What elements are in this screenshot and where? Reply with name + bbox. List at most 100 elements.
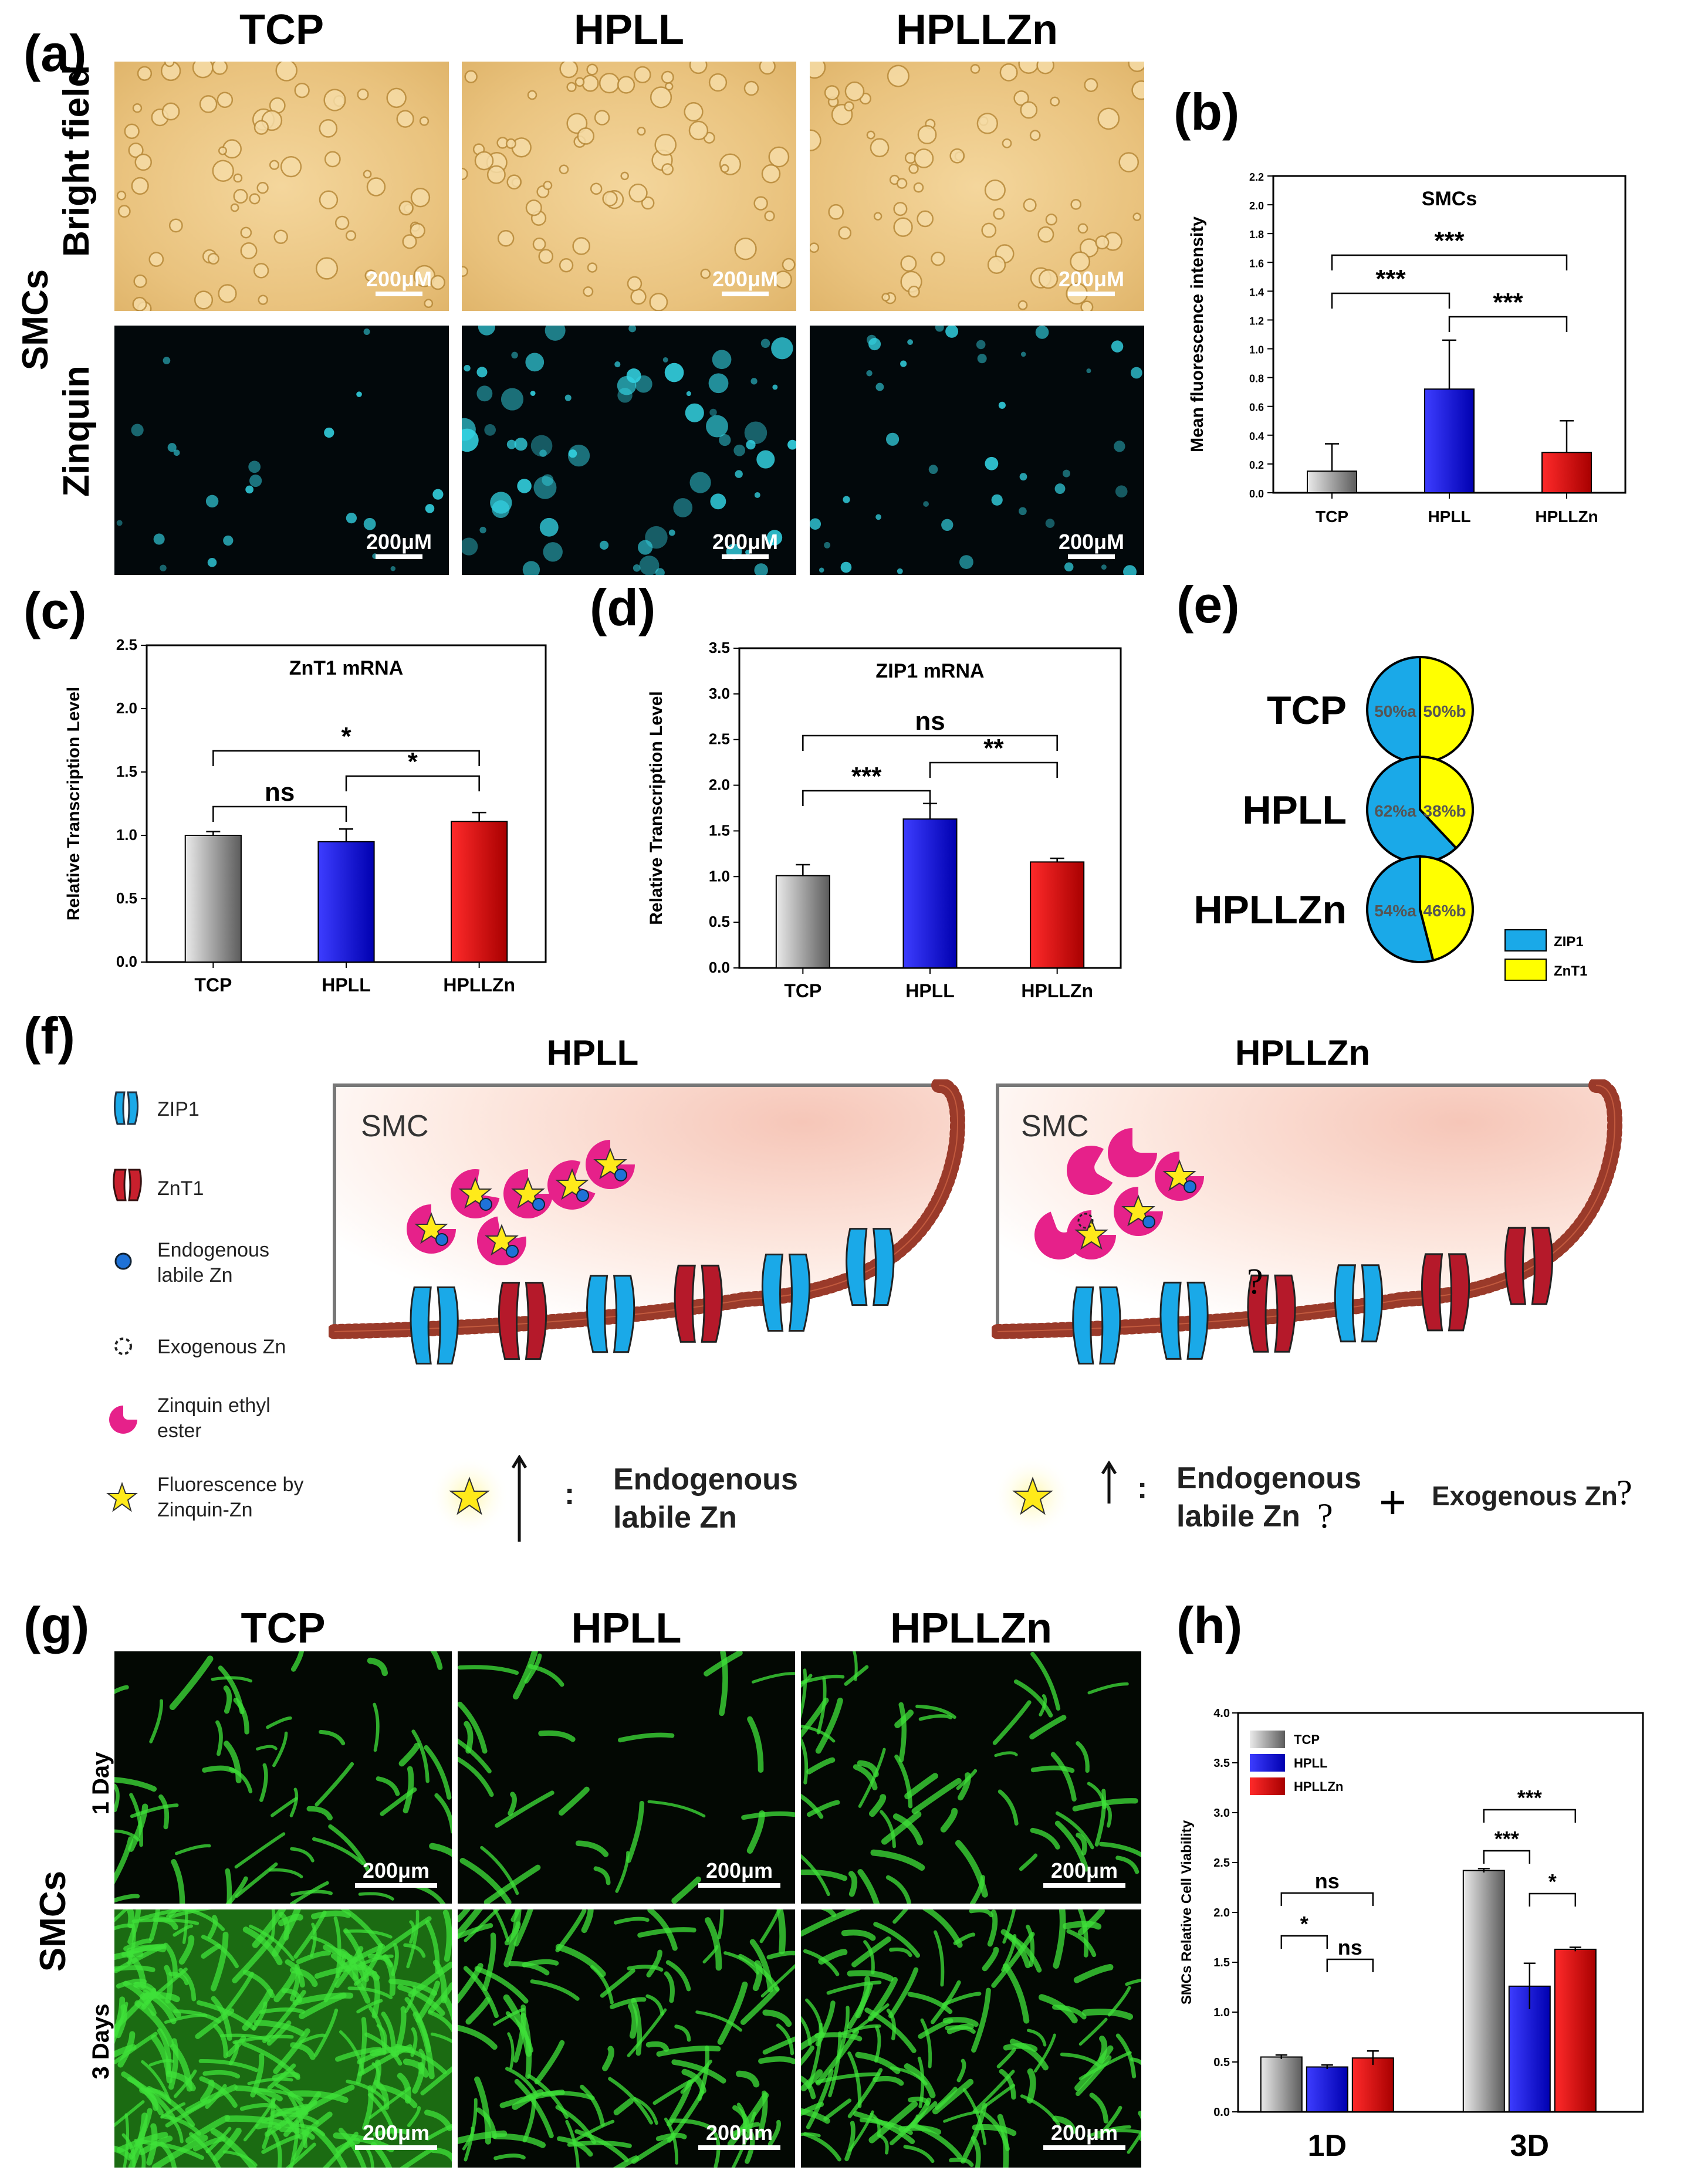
- up-arrow-icon: [1101, 1461, 1117, 1504]
- cell-wall: [996, 1083, 1596, 1332]
- cell-label-hpllzn: SMC: [1021, 1109, 1089, 1143]
- zip1-transporter: [410, 1286, 459, 1365]
- chart-d: 0.0 0.5 1.0 1.5 2.0 2.5 3.0 3.5 ZIP1 mRNA Relativ…: [647, 639, 1122, 1001]
- pie-label: 38%b: [1423, 802, 1466, 820]
- zip1-transporter: [846, 1228, 895, 1306]
- x-tick-label: HPLLZn: [1021, 980, 1093, 1001]
- significance-label: ***: [1493, 288, 1523, 317]
- pie-slice: [1419, 755, 1474, 850]
- znt1-transporter: [674, 1264, 723, 1343]
- x-tick-label: HPLL: [322, 974, 371, 996]
- pie-group-label: HPLL: [1242, 788, 1347, 832]
- legend-swatch: [1250, 1731, 1285, 1748]
- panel-a-row-zinquin: Zinquin: [56, 365, 97, 497]
- bar: [451, 821, 508, 963]
- zinquin-molecule: [1114, 1187, 1163, 1236]
- pie-slice: [1419, 855, 1474, 962]
- pie-slice: [1366, 655, 1421, 764]
- y-tick-label: 3.0: [709, 685, 730, 702]
- zinquin-molecule: [1067, 1210, 1116, 1259]
- y-tick-label: 0.5: [709, 913, 730, 930]
- micrograph-zinquin-hpllzn: [810, 326, 1144, 575]
- exogenous-zn-icon: [114, 1338, 132, 1355]
- panel-d-label: (d): [590, 578, 656, 636]
- zinquin-molecule: [477, 1216, 526, 1265]
- panel-b-label: (b): [1174, 83, 1240, 141]
- znt1-transporter-icon: [113, 1169, 142, 1201]
- y-tick-label: 0.0: [116, 953, 137, 970]
- y-tick-label: 0.0: [1213, 2106, 1230, 2119]
- y-tick-label: 1.2: [1249, 315, 1264, 327]
- chart-title: ZIP1 mRNA: [875, 660, 984, 682]
- pie-label: 50%a: [1374, 702, 1416, 720]
- hpllzn-extra: Exogenous Zn: [1432, 1481, 1618, 1511]
- cell-diagram-hpll: [329, 1079, 965, 1365]
- y-tick-label: 0.2: [1249, 459, 1264, 471]
- legend-znt1: ZnT1: [157, 1177, 204, 1200]
- cell-wall: [333, 1083, 939, 1332]
- x-tick-label: 1D: [1308, 2129, 1347, 2163]
- significance-label: *: [1548, 1870, 1557, 1894]
- scalebar: 200μM: [358, 530, 440, 559]
- panel-f-label: (f): [23, 1007, 75, 1065]
- bar: [317, 841, 375, 963]
- y-tick-label: 0.5: [116, 889, 137, 907]
- panel-f-title-hpll: HPLL: [546, 1033, 639, 1072]
- y-tick-label: 1.0: [116, 826, 137, 844]
- bar: [1541, 452, 1592, 494]
- y-tick-label: 2.0: [116, 699, 137, 717]
- significance-bracket: [1326, 1958, 1374, 1972]
- y-tick-label: 2.2: [1249, 171, 1264, 183]
- y-tick-label: 1.0: [1213, 2006, 1230, 2019]
- panel-g-label: (g): [23, 1596, 90, 1654]
- y-tick-label: 0.0: [709, 959, 730, 976]
- y-tick-label: 4.0: [1213, 1707, 1230, 1720]
- micrograph-green-tcp-3d: [114, 1909, 452, 2168]
- zip1-transporter: [1072, 1286, 1121, 1364]
- cell-diagram-hpllzn: [992, 1079, 1622, 1364]
- zinquin-molecule: [503, 1169, 553, 1218]
- x-tick-label: HPLL: [905, 980, 955, 1001]
- panel-g-side-label: SMCs: [33, 1870, 73, 1972]
- y-tick-label: 0.4: [1249, 431, 1264, 442]
- x-tick-label: HPLLZn: [1535, 507, 1598, 526]
- glow-star-icon: [430, 1456, 509, 1536]
- pie-label: 50%b: [1423, 702, 1466, 720]
- scalebar: 200μm: [1037, 1858, 1131, 1888]
- bar: [1260, 2056, 1303, 2112]
- colon: :: [564, 1477, 575, 1511]
- micrograph-zinquin-tcp: [114, 326, 449, 575]
- y-tick-label: 3.0: [1213, 1807, 1230, 1820]
- zinquin-molecule: [451, 1169, 500, 1218]
- significance-bracket: [802, 790, 931, 806]
- pie-label: 62%a: [1374, 802, 1416, 820]
- significance-label: ***: [851, 762, 882, 791]
- significance-bracket: [1483, 1850, 1531, 1864]
- pie-slice: [1366, 855, 1435, 963]
- pie-slice: [1419, 655, 1474, 764]
- micrograph-bright-hpll: [462, 62, 796, 311]
- legend-swatch: [1504, 959, 1547, 981]
- significance-label: *: [341, 722, 351, 751]
- pie-group-label: HPLLZn: [1193, 888, 1347, 932]
- micrograph-bright-hpllzn: [810, 62, 1144, 311]
- zinquin-icon: [109, 1406, 137, 1434]
- x-tick-label: TCP: [194, 974, 232, 996]
- bar: [1307, 470, 1357, 494]
- micrograph-green-hpll-1d: [458, 1651, 795, 1904]
- significance-bracket: [212, 750, 480, 766]
- panel-c-label: (c): [23, 581, 87, 639]
- scalebar: 200μm: [692, 1858, 786, 1888]
- y-axis-label: Mean fluorescence intensity: [1188, 216, 1207, 452]
- panel-h-label: (h): [1176, 1596, 1243, 1654]
- bar: [775, 875, 830, 969]
- significance-bracket: [212, 805, 347, 822]
- panel-e-label: (e): [1176, 575, 1240, 634]
- panel-a-row-bright: Bright field: [56, 65, 97, 257]
- panel-f-title-hpllzn: HPLLZn: [1235, 1033, 1370, 1072]
- bar: [902, 818, 958, 969]
- scalebar: 200μM: [704, 267, 786, 296]
- x-tick-label: TCP: [784, 980, 821, 1001]
- chart-title: SMCs: [1422, 188, 1477, 210]
- hpll-caption-line2: labile Zn: [613, 1501, 737, 1535]
